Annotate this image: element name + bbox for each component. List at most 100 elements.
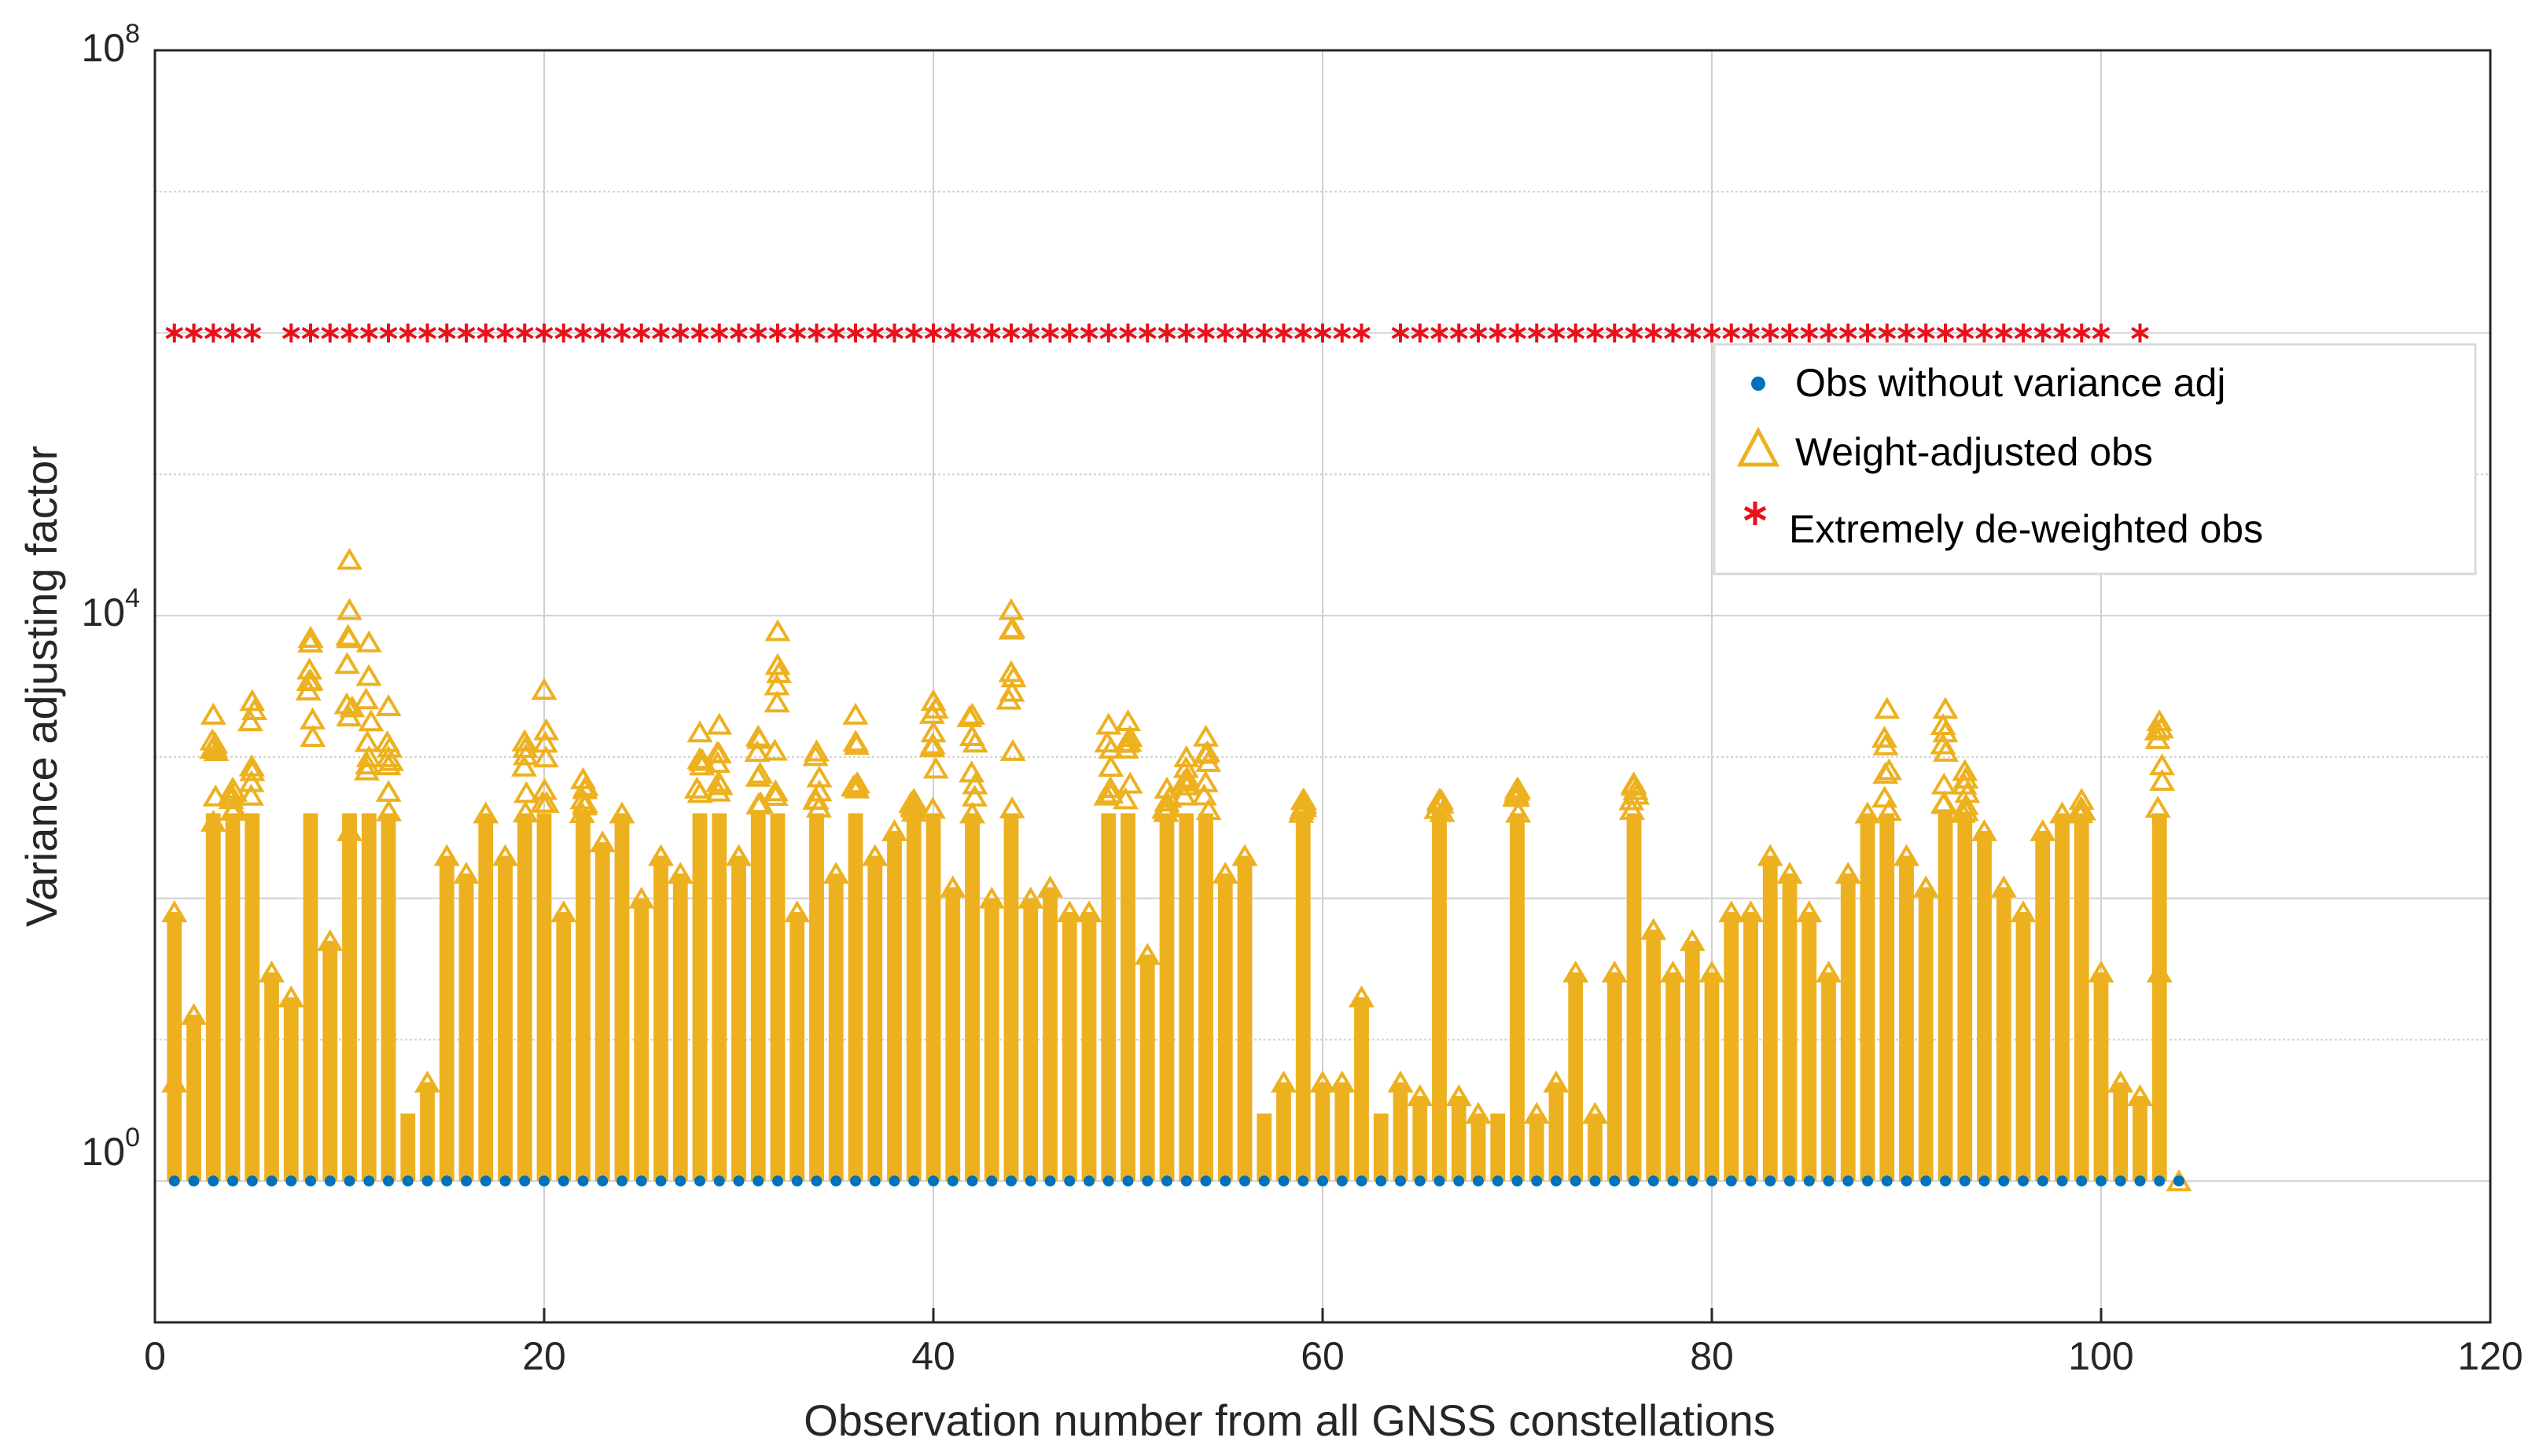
deweighted-obs-point xyxy=(1956,323,1974,343)
deweighted-obs-point xyxy=(1722,323,1741,343)
weighted-obs-point xyxy=(1659,960,1687,983)
unadjusted-obs-point xyxy=(2096,1175,2107,1187)
deweighted-obs-point xyxy=(671,323,690,343)
unadjusted-obs-point xyxy=(869,1175,881,1187)
weighted-obs-cluster xyxy=(342,813,357,1182)
unadjusted-obs-point xyxy=(1667,1175,1679,1187)
weighted-obs-cluster xyxy=(1490,1113,1506,1182)
weighted-obs-point xyxy=(1871,785,1898,808)
unadjusted-obs-point xyxy=(1998,1175,2010,1187)
weighted-obs-point xyxy=(161,1070,188,1093)
deweighted-obs-point xyxy=(2014,323,2033,343)
weighted-obs-point xyxy=(686,720,713,743)
deweighted-series xyxy=(165,323,2149,343)
weighted-obs-point xyxy=(843,733,870,756)
weighted-obs-cluster xyxy=(1121,813,1135,1182)
unadjusted-obs-point xyxy=(1881,1175,1893,1187)
weighted-obs-cluster xyxy=(205,813,221,1182)
deweighted-obs-point xyxy=(477,323,495,343)
weighted-obs-point xyxy=(920,720,947,743)
deweighted-obs-point xyxy=(963,323,981,343)
weighted-obs-point xyxy=(784,900,811,923)
deweighted-obs-point xyxy=(437,323,456,343)
unadjusted-obs-point xyxy=(1531,1175,1543,1187)
weighted-obs-cluster xyxy=(1003,813,1019,1182)
weighted-obs-point xyxy=(962,772,988,795)
unadjusted-obs-point xyxy=(344,1175,355,1187)
unadjusted-obs-point xyxy=(539,1175,550,1187)
weighted-obs-cluster xyxy=(361,813,377,1182)
weighted-obs-cluster xyxy=(809,813,824,1182)
weighted-obs-point xyxy=(725,844,753,866)
unadjusted-obs-point xyxy=(1803,1175,1815,1187)
weighted-obs-point xyxy=(1192,724,1220,747)
unadjusted-obs-point xyxy=(1725,1175,1737,1187)
deweighted-obs-point xyxy=(1060,323,1079,343)
unadjusted-obs-point xyxy=(363,1175,375,1187)
y-tick-label-0: 100 xyxy=(81,1123,140,1174)
unadjusted-obs-point xyxy=(1570,1175,1581,1187)
weighted-obs-point xyxy=(1951,772,1978,795)
weighted-obs-point xyxy=(513,781,539,803)
weighted-obs-cluster xyxy=(2133,1095,2147,1182)
x-tick-label: 100 xyxy=(2068,1334,2133,1378)
weighted-obs-point xyxy=(1952,792,1979,815)
weighted-obs-point xyxy=(1737,900,1765,923)
weighted-obs-point xyxy=(999,796,1025,818)
unadjusted-obs-point xyxy=(1647,1175,1659,1187)
weighted-obs-point xyxy=(1912,875,1939,898)
weighted-obs-point xyxy=(238,770,265,792)
deweighted-obs-point xyxy=(515,323,534,343)
weighted-obs-point xyxy=(1874,697,1901,719)
weighted-obs-point xyxy=(300,725,326,747)
deweighted-obs-point xyxy=(1119,323,1137,343)
weighted-obs-cluster xyxy=(167,912,182,1182)
deweighted-obs-point xyxy=(1080,323,1099,343)
legend-label-deweighted: Extremely de-weighted obs xyxy=(1789,507,2263,551)
weighted-obs-point xyxy=(199,728,226,751)
deweighted-obs-point xyxy=(165,323,184,343)
deweighted-obs-point xyxy=(613,323,631,343)
deweighted-obs-point xyxy=(2092,323,2111,343)
weighted-obs-cluster xyxy=(887,830,902,1182)
deweighted-obs-point xyxy=(826,323,845,343)
weighted-obs-point xyxy=(862,844,889,866)
unadjusted-obs-point xyxy=(1745,1175,1757,1187)
unadjusted-obs-point xyxy=(227,1175,238,1187)
weighted-obs-point xyxy=(2149,768,2176,791)
x-tick-label: 40 xyxy=(911,1334,955,1378)
weighted-obs-cluster xyxy=(1101,813,1117,1182)
unadjusted-obs-point xyxy=(1395,1175,1406,1187)
weighted-obs-cluster xyxy=(750,813,766,1182)
weighted-obs-point xyxy=(2146,709,2173,731)
weighted-obs-cluster xyxy=(303,813,318,1182)
unadjusted-obs-point xyxy=(733,1175,745,1187)
weighted-obs-cluster xyxy=(420,1082,435,1182)
deweighted-obs-point xyxy=(1664,323,1682,343)
unadjusted-obs-point xyxy=(1920,1175,1932,1187)
weighted-obs-cluster xyxy=(245,813,260,1182)
deweighted-obs-point xyxy=(1508,323,1526,343)
weighted-obs-cluster xyxy=(1139,954,1155,1182)
weighted-obs-cluster xyxy=(1354,997,1369,1182)
unadjusted-obs-point xyxy=(908,1175,920,1187)
weighted-obs-point xyxy=(1270,1070,1297,1093)
weighted-obs-point xyxy=(336,547,363,570)
weighted-obs-cluster xyxy=(1801,912,1817,1182)
unadjusted-obs-point xyxy=(1940,1175,1951,1187)
weighted-obs-point xyxy=(745,764,771,787)
weighted-obs-point xyxy=(1329,1070,1356,1093)
weighted-obs-point xyxy=(1117,771,1143,794)
weighted-obs-cluster xyxy=(1470,1113,1486,1182)
weighted-obs-point xyxy=(998,617,1025,640)
unadjusted-obs-point xyxy=(694,1175,705,1187)
y-tick-label-2: 108 xyxy=(81,19,140,70)
weighted-obs-cluster xyxy=(2093,972,2109,1182)
unadjusted-obs-point xyxy=(1161,1175,1172,1187)
weighted-obs-cluster xyxy=(1606,972,1622,1182)
unadjusted-obs-point xyxy=(1511,1175,1523,1187)
weighted-obs-cluster xyxy=(283,997,299,1182)
unadjusted-obs-point xyxy=(1006,1175,1017,1187)
unadjusted-obs-point xyxy=(1959,1175,1971,1187)
